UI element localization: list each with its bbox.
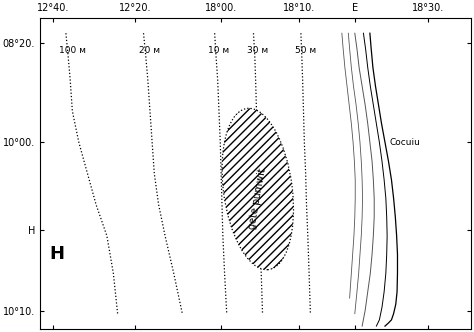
Text: Cocuiu: Cocuiu	[389, 138, 420, 147]
Text: 30 м: 30 м	[247, 46, 268, 55]
Ellipse shape	[222, 108, 293, 270]
Text: 10 м: 10 м	[209, 46, 229, 55]
Text: gete pumwit: gete pumwit	[247, 167, 268, 230]
Text: Н: Н	[50, 245, 65, 264]
Text: 20 м: 20 м	[139, 46, 161, 55]
Text: 100 м: 100 м	[59, 46, 86, 55]
Text: 50 м: 50 м	[294, 46, 316, 55]
